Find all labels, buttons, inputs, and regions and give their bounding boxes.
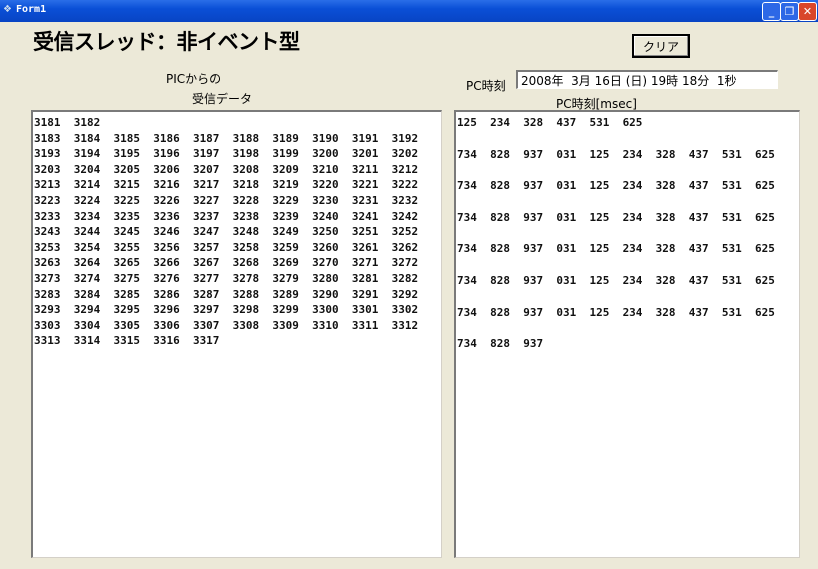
clear-button[interactable]: クリア [632,34,690,58]
pc-time-label: PC時刻 [466,79,506,93]
restore-button[interactable]: ❐ [780,2,799,21]
page-title: 受信スレッド：非イベント型 [33,30,300,54]
received-label-line1: PICからの [166,72,222,86]
minimize-button[interactable]: _ [762,2,781,21]
msec-label: PC時刻[msec] [556,97,637,111]
window-title: Form1 [16,4,47,15]
pc-time-field[interactable]: 2008年 3月 16日 (日) 19時 18分 1秒 [516,70,778,89]
received-data-textbox[interactable]: 3181 3182 3183 3184 3185 3186 3187 3188 … [31,110,442,558]
received-label-line2: 受信データ [192,92,253,106]
msec-data-textbox[interactable]: 125 234 328 437 531 625 734 828 937 031 … [454,110,800,558]
app-icon: ❖ [3,4,12,15]
close-button[interactable]: ✕ [798,2,817,21]
title-bar[interactable]: ❖ Form1 _ ❐ ✕ [0,0,818,22]
